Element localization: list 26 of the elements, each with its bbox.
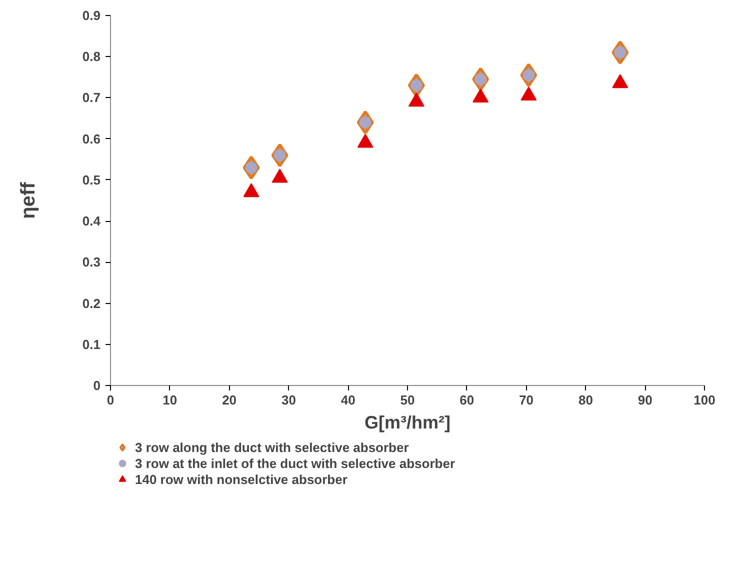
legend-label: 3 row along the duct with selective absorber xyxy=(135,440,409,454)
x-axis-title: G[m³/hm²] xyxy=(364,412,450,432)
x-tick-label: 90 xyxy=(638,392,652,408)
x-tick-label: 100 xyxy=(694,392,716,408)
y-axis-title: ηeff xyxy=(17,182,40,219)
y-tick-label: 0.5 xyxy=(82,172,101,188)
x-tick-label: 50 xyxy=(400,392,415,408)
legend-label: 140 row with nonselctive absorber xyxy=(135,472,348,486)
y-tick-label: 0.6 xyxy=(82,131,101,146)
x-tick-label: 20 xyxy=(222,392,237,408)
x-tick-label: 40 xyxy=(340,392,356,408)
legend-label: 3 row at the inlet of the duct with selective absorber xyxy=(135,456,456,470)
x-tick-label: 30 xyxy=(281,392,296,408)
y-tick-label: 0.3 xyxy=(82,254,101,270)
y-tick-label: 0.1 xyxy=(82,336,101,352)
y-tick-label: 0 xyxy=(93,378,101,393)
x-tick-label: 80 xyxy=(578,392,593,408)
y-tick-label: 0.2 xyxy=(82,296,101,311)
y-tick-label: 0.9 xyxy=(82,8,101,23)
x-tick-label: 70 xyxy=(519,392,534,408)
x-tick-label: 10 xyxy=(162,392,178,408)
y-tick-label: 0.4 xyxy=(82,214,102,229)
y-tick-label: 0.8 xyxy=(82,49,101,64)
x-tick-label: 60 xyxy=(460,392,474,408)
y-tick-label: 0.7 xyxy=(82,90,101,106)
x-tick-label: 0 xyxy=(106,392,114,408)
